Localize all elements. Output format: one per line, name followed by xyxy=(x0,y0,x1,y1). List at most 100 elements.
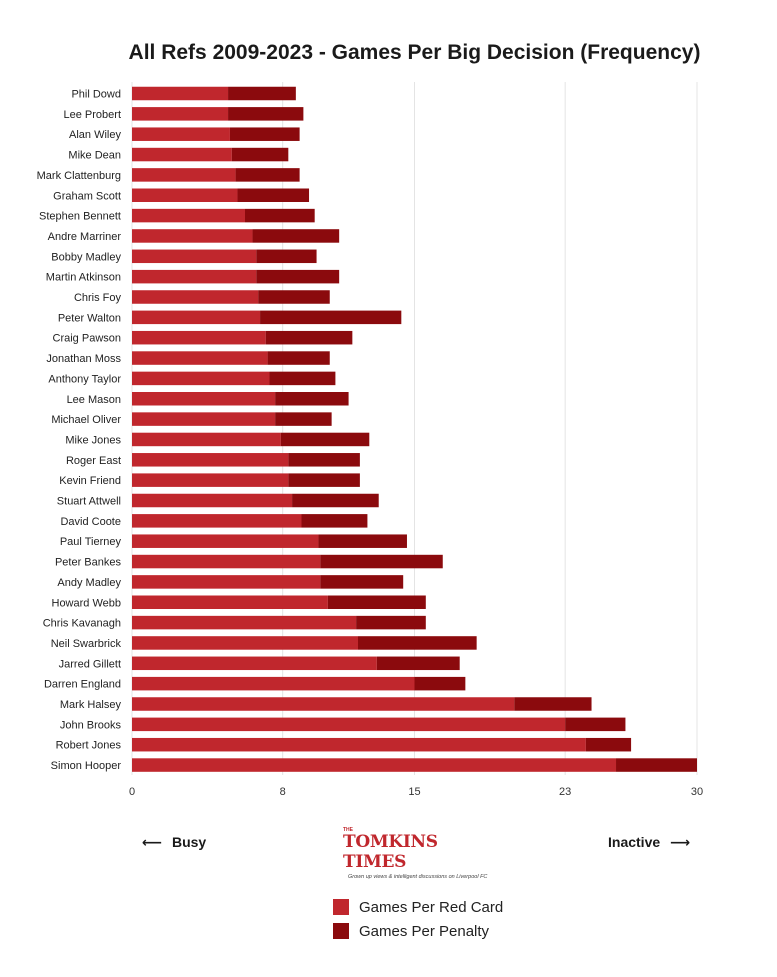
bar-penalty xyxy=(237,188,310,202)
bar-red-card xyxy=(132,453,289,467)
category-label: Peter Bankes xyxy=(55,557,122,569)
category-label: Jonathan Moss xyxy=(46,353,121,365)
category-label: Chris Kavanagh xyxy=(43,618,121,630)
bar-penalty xyxy=(585,737,632,752)
legend-item-penalty: Games Per Penalty xyxy=(333,919,503,943)
bar-penalty xyxy=(258,290,330,304)
bar-red-card xyxy=(132,514,302,528)
bar-red-card xyxy=(132,554,321,569)
bar-red-card xyxy=(132,493,293,508)
bar-penalty xyxy=(265,330,353,345)
category-label: Howard Webb xyxy=(52,597,122,609)
bar-red-card xyxy=(132,208,245,223)
bar-penalty xyxy=(356,615,426,630)
bar-penalty xyxy=(275,412,332,426)
inactive-hint: Inactive ⟶ xyxy=(608,834,690,851)
legend-swatch-red-card xyxy=(333,899,349,915)
x-tick-label: 23 xyxy=(559,786,571,798)
bar-penalty xyxy=(260,310,402,325)
category-label: Mike Dean xyxy=(68,150,121,162)
chart-title: All Refs 2009-2023 - Games Per Big Decis… xyxy=(128,41,701,64)
bar-penalty xyxy=(267,351,330,365)
bar-red-card xyxy=(132,249,257,264)
category-label: Peter Walton xyxy=(58,312,121,324)
category-label: Simon Hooper xyxy=(51,760,122,772)
category-label: Darren England xyxy=(44,679,121,691)
bar-penalty xyxy=(301,514,368,528)
bar-penalty xyxy=(616,758,697,772)
category-label: Chris Foy xyxy=(74,292,122,304)
bar-red-card xyxy=(132,717,566,732)
bar-penalty xyxy=(414,676,466,691)
legend-label-red-card: Games Per Red Card xyxy=(359,898,504,916)
bar-red-card xyxy=(132,86,229,101)
bar-red-card xyxy=(132,636,358,650)
x-tick-label: 0 xyxy=(129,786,135,798)
bar-penalty xyxy=(514,697,592,711)
bar-red-card xyxy=(132,107,229,121)
bar-penalty xyxy=(228,86,296,101)
category-label: Alan Wiley xyxy=(69,129,121,141)
bar-penalty xyxy=(327,595,426,609)
legend-swatch-penalty xyxy=(333,923,349,939)
bar-penalty xyxy=(288,473,360,487)
category-label: Craig Pawson xyxy=(53,333,121,345)
category-label: Paul Tierney xyxy=(60,536,122,548)
bar-penalty xyxy=(252,229,340,243)
bar-red-card xyxy=(132,615,357,630)
bar-penalty xyxy=(318,534,407,548)
right-arrow-icon: ⟶ xyxy=(670,834,691,850)
category-label: David Coote xyxy=(60,516,121,528)
bar-red-card xyxy=(132,229,253,243)
bar-red-card xyxy=(132,147,232,162)
bar-red-card xyxy=(132,371,270,386)
bar-penalty xyxy=(275,392,349,406)
bar-red-card xyxy=(132,595,328,609)
category-label: Phil Dowd xyxy=(71,89,121,101)
bar-red-card xyxy=(132,392,276,406)
busy-hint: ⟵ Busy xyxy=(142,834,206,851)
bar-red-card xyxy=(132,412,276,426)
inactive-label: Inactive xyxy=(608,834,661,850)
bar-penalty xyxy=(376,656,460,671)
bar-penalty xyxy=(245,208,315,223)
logo-small-text: THE xyxy=(343,827,353,833)
bar-red-card xyxy=(132,188,238,202)
category-label: Neil Swarbrick xyxy=(51,638,122,650)
bar-penalty xyxy=(358,636,477,650)
category-label: Mark Clattenburg xyxy=(37,170,121,182)
bar-red-card xyxy=(132,473,289,487)
logo-tagline: Grown up views & intelligent discussions… xyxy=(348,874,488,880)
bar-penalty xyxy=(320,554,443,569)
bar-red-card xyxy=(132,127,230,141)
stacked-bar-chart: 0 8 15 23 30 Phil Dowd Lee Probert Alan Wiley Mi… xyxy=(37,82,703,798)
category-label: Anthony Taylor xyxy=(48,373,121,385)
bar-red-card xyxy=(132,697,515,711)
bar-penalty xyxy=(235,168,300,182)
bar-penalty xyxy=(269,371,336,386)
bar-penalty xyxy=(256,269,340,284)
category-label: Jarred Gillett xyxy=(59,658,121,670)
logo-name: TOMKINS TIMES xyxy=(343,832,438,872)
category-label: Graham Scott xyxy=(53,190,121,202)
category-label: Roger East xyxy=(66,455,121,467)
bar-red-card xyxy=(132,758,617,772)
category-label: Lee Probert xyxy=(64,109,121,121)
legend-item-red-card: Games Per Red Card xyxy=(333,895,503,919)
bar-penalty xyxy=(231,147,289,162)
category-label: Andre Marriner xyxy=(48,231,122,243)
bar-red-card xyxy=(132,310,261,325)
category-label: Stuart Attwell xyxy=(57,496,121,508)
category-label: Andy Madley xyxy=(57,577,121,589)
bar-red-card xyxy=(132,290,259,304)
category-label: John Brooks xyxy=(60,719,122,731)
bar-penalty xyxy=(228,107,304,121)
bar-penalty xyxy=(288,453,360,467)
category-label: Bobby Madley xyxy=(51,251,121,263)
legend-label-penalty: Games Per Penalty xyxy=(359,922,490,940)
bar-penalty xyxy=(229,127,300,141)
left-arrow-icon: ⟵ xyxy=(142,834,163,850)
bar-penalty xyxy=(256,249,317,264)
bar-penalty xyxy=(565,717,626,732)
category-label: Mark Halsey xyxy=(60,699,122,711)
